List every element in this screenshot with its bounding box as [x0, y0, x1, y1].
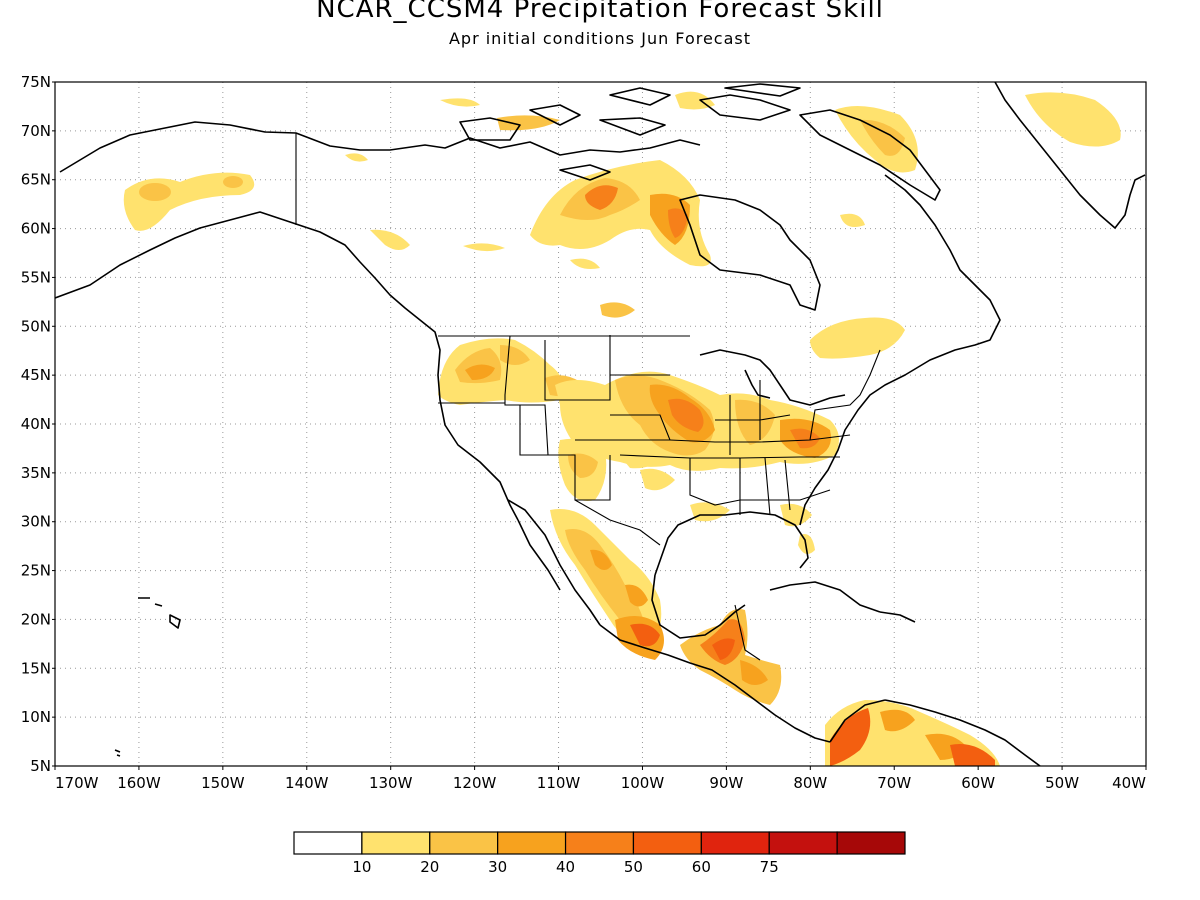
colorbar-swatch	[564, 831, 635, 855]
skill-shading	[123, 91, 1121, 766]
coastlines	[55, 82, 1146, 766]
colorbar-label: 60	[692, 858, 711, 876]
longitude-label: 50W	[1045, 774, 1079, 792]
longitude-label: 40W	[1112, 774, 1146, 792]
latitude-labels: 75N 70N 65N 60N 55N 50N 45N 40N 35N 30N 25N 20N 15N 1…	[21, 73, 55, 775]
colorbar-swatch	[497, 831, 567, 855]
colorbar-label: 50	[624, 858, 643, 876]
colorbar-swatch	[700, 831, 770, 855]
longitude-label: 60W	[961, 774, 995, 792]
latitude-label: 55N	[21, 268, 51, 286]
latitude-label: 15N	[21, 659, 51, 677]
longitude-label: 140W	[285, 774, 329, 792]
colorbar-label: 30	[488, 858, 507, 876]
colorbar-swatch	[361, 831, 431, 855]
latitude-label: 65N	[21, 171, 51, 189]
longitude-label: 160W	[117, 774, 161, 792]
colorbar-swatch	[429, 831, 499, 855]
longitude-label: 70W	[877, 774, 911, 792]
colorbar	[293, 831, 906, 855]
longitude-label: 110W	[537, 774, 581, 792]
longitude-label: 170W	[55, 774, 99, 792]
latitude-label: 25N	[21, 562, 51, 580]
latitude-label: 10N	[21, 708, 51, 726]
colorbar-swatch	[768, 831, 838, 855]
latitude-label: 20N	[21, 610, 51, 628]
colorbar-label: 40	[556, 858, 575, 876]
longitude-labels: 170W 160W 150W 140W 130W 120W 110W 100W 90W 80W 70…	[54, 766, 1147, 792]
longitude-label: 120W	[453, 774, 497, 792]
political-borders	[295, 133, 881, 661]
map-subtitle: Apr initial conditions Jun Forecast	[448, 29, 752, 48]
colorbar-swatch	[836, 831, 906, 855]
latitude-label: 75N	[21, 73, 51, 91]
latitude-label: 60N	[21, 220, 51, 238]
latitude-label: 50N	[21, 317, 51, 335]
colorbar-label: 75	[760, 858, 779, 876]
longitude-label: 80W	[793, 774, 827, 792]
longitude-label: 100W	[621, 774, 665, 792]
longitude-label: 130W	[369, 774, 413, 792]
latitude-label: 45N	[21, 366, 51, 384]
colorbar-label: 10	[352, 858, 371, 876]
latitude-label: 35N	[21, 464, 51, 482]
longitude-label: 150W	[201, 774, 245, 792]
map-title: NCAR_CCSM4 Precipitation Forecast Skill	[316, 0, 884, 24]
latitude-label: 70N	[21, 122, 51, 140]
colorbar-labels: 10 20 30 40 50 60 75	[352, 858, 778, 876]
longitude-label: 90W	[709, 774, 743, 792]
colorbar-swatch	[293, 831, 363, 855]
latitude-label: 30N	[21, 513, 51, 531]
colorbar-label: 20	[420, 858, 439, 876]
latitude-label: 40N	[21, 415, 51, 433]
colorbar-swatch	[632, 831, 702, 855]
latitude-label: 5N	[30, 757, 51, 775]
